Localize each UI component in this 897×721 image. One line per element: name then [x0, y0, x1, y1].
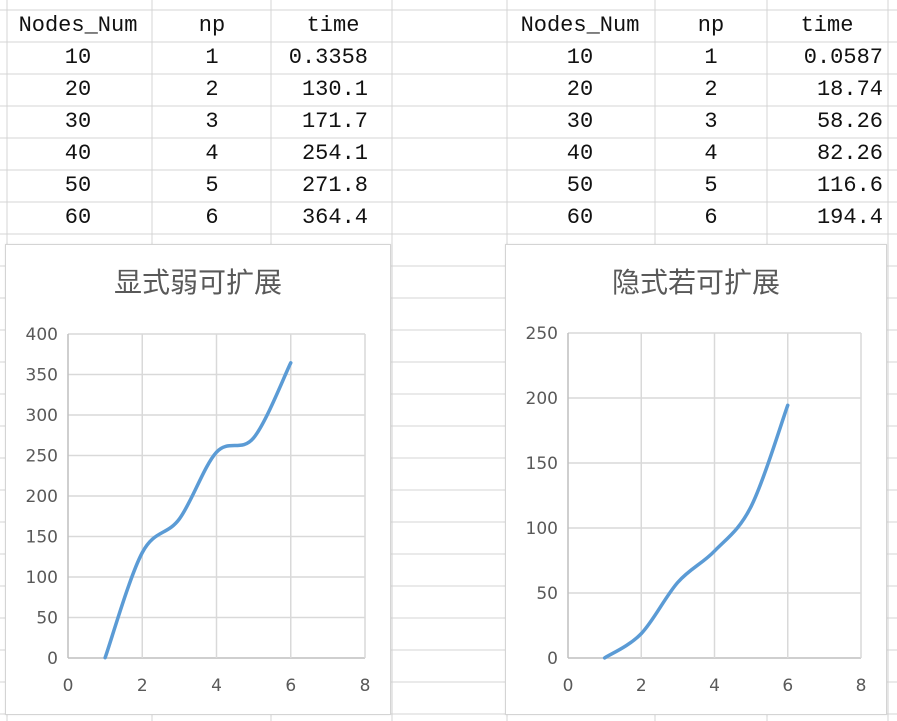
- y-tick-label: 200: [26, 487, 58, 507]
- table-cell[interactable]: 40: [64, 141, 92, 166]
- table-cell[interactable]: 40: [566, 141, 594, 166]
- column-header[interactable]: Nodes_Num: [520, 13, 640, 38]
- column-header[interactable]: Nodes_Num: [18, 13, 138, 38]
- y-tick-label: 150: [26, 528, 58, 548]
- x-tick-label: 2: [636, 676, 647, 696]
- table-cell[interactable]: 10: [64, 45, 92, 70]
- table-cell[interactable]: 58.26: [816, 109, 883, 134]
- table-cell[interactable]: 171.7: [301, 109, 368, 134]
- chart-implicit-scaling[interactable]: 隐式若可扩展 0 50 100 150 200 250 0 2 4 6 8: [505, 244, 887, 715]
- table-cell[interactable]: 10: [566, 45, 594, 70]
- y-tick-label: 200: [526, 389, 558, 409]
- y-tick-label: 0: [547, 649, 558, 669]
- x-tick-label: 2: [137, 676, 148, 696]
- table-cell[interactable]: 50: [566, 173, 594, 198]
- chart-title: 隐式若可扩展: [611, 266, 780, 299]
- table-cell[interactable]: 82.26: [816, 141, 883, 166]
- table-cell[interactable]: 3: [704, 109, 718, 134]
- y-tick-label: 250: [26, 447, 58, 467]
- table-cell[interactable]: 50: [64, 173, 92, 198]
- table-cell[interactable]: 0.0587: [803, 45, 883, 70]
- table-cell[interactable]: 20: [566, 77, 594, 102]
- table-cell[interactable]: 6: [205, 205, 219, 230]
- y-tick-label: 300: [26, 406, 58, 426]
- table-cell[interactable]: 130.1: [301, 77, 368, 102]
- chart-title: 显式弱可扩展: [113, 266, 282, 299]
- chart-plot-area: 0 50 100 150 200 250 0 2 4 6 8: [526, 324, 867, 696]
- table-cell[interactable]: 5: [704, 173, 718, 198]
- column-header[interactable]: time: [306, 13, 360, 38]
- table-cell[interactable]: 4: [704, 141, 718, 166]
- x-tick-label: 0: [563, 676, 574, 696]
- table-cell[interactable]: 5: [205, 173, 219, 198]
- y-tick-label: 150: [526, 454, 558, 474]
- x-tick-label: 4: [709, 676, 720, 696]
- y-tick-label: 50: [536, 584, 558, 604]
- y-tick-label: 250: [526, 324, 558, 344]
- column-header[interactable]: np: [697, 13, 725, 38]
- table-cell[interactable]: 30: [64, 109, 92, 134]
- column-header[interactable]: time: [800, 13, 854, 38]
- y-tick-label: 400: [26, 325, 58, 345]
- table-cell[interactable]: 60: [64, 205, 92, 230]
- chart-explicit-weak-scaling[interactable]: 显式弱可扩展 0 50 100 150 200 250 300 350 400 0 2 4 6 8: [5, 244, 391, 715]
- x-tick-label: 8: [856, 676, 867, 696]
- x-tick-label: 8: [360, 676, 371, 696]
- table-cell[interactable]: 4: [205, 141, 219, 166]
- table-cell[interactable]: 1: [205, 45, 219, 70]
- y-tick-label: 0: [47, 649, 58, 669]
- table-cell[interactable]: 271.8: [301, 173, 368, 198]
- table-cell[interactable]: 20: [64, 77, 92, 102]
- x-tick-label: 4: [211, 676, 222, 696]
- table-cell[interactable]: 60: [566, 205, 594, 230]
- table-cell[interactable]: 6: [704, 205, 718, 230]
- y-tick-label: 50: [36, 609, 58, 629]
- table-cell[interactable]: 364.4: [301, 205, 368, 230]
- table-cell[interactable]: 30: [566, 109, 594, 134]
- table-cell[interactable]: 18.74: [816, 77, 883, 102]
- table-cell[interactable]: 1: [704, 45, 718, 70]
- series-line: [103, 361, 293, 660]
- series-line: [602, 403, 790, 660]
- table-cell[interactable]: 116.6: [816, 173, 883, 198]
- y-tick-label: 350: [26, 366, 58, 386]
- table-cell[interactable]: 3: [205, 109, 219, 134]
- y-tick-label: 100: [526, 519, 558, 539]
- table-cell[interactable]: 194.4: [816, 205, 883, 230]
- table-cell[interactable]: 254.1: [301, 141, 368, 166]
- table-cell[interactable]: 0.3358: [288, 45, 368, 70]
- x-tick-label: 6: [782, 676, 793, 696]
- chart-plot-area: 0 50 100 150 200 250 300 350 400 0 2 4 6 8: [26, 325, 371, 696]
- x-tick-label: 0: [63, 676, 74, 696]
- table-cell[interactable]: 2: [704, 77, 718, 102]
- x-tick-label: 6: [285, 676, 296, 696]
- column-header[interactable]: np: [198, 13, 226, 38]
- y-tick-label: 100: [26, 568, 58, 588]
- table-cell[interactable]: 2: [205, 77, 219, 102]
